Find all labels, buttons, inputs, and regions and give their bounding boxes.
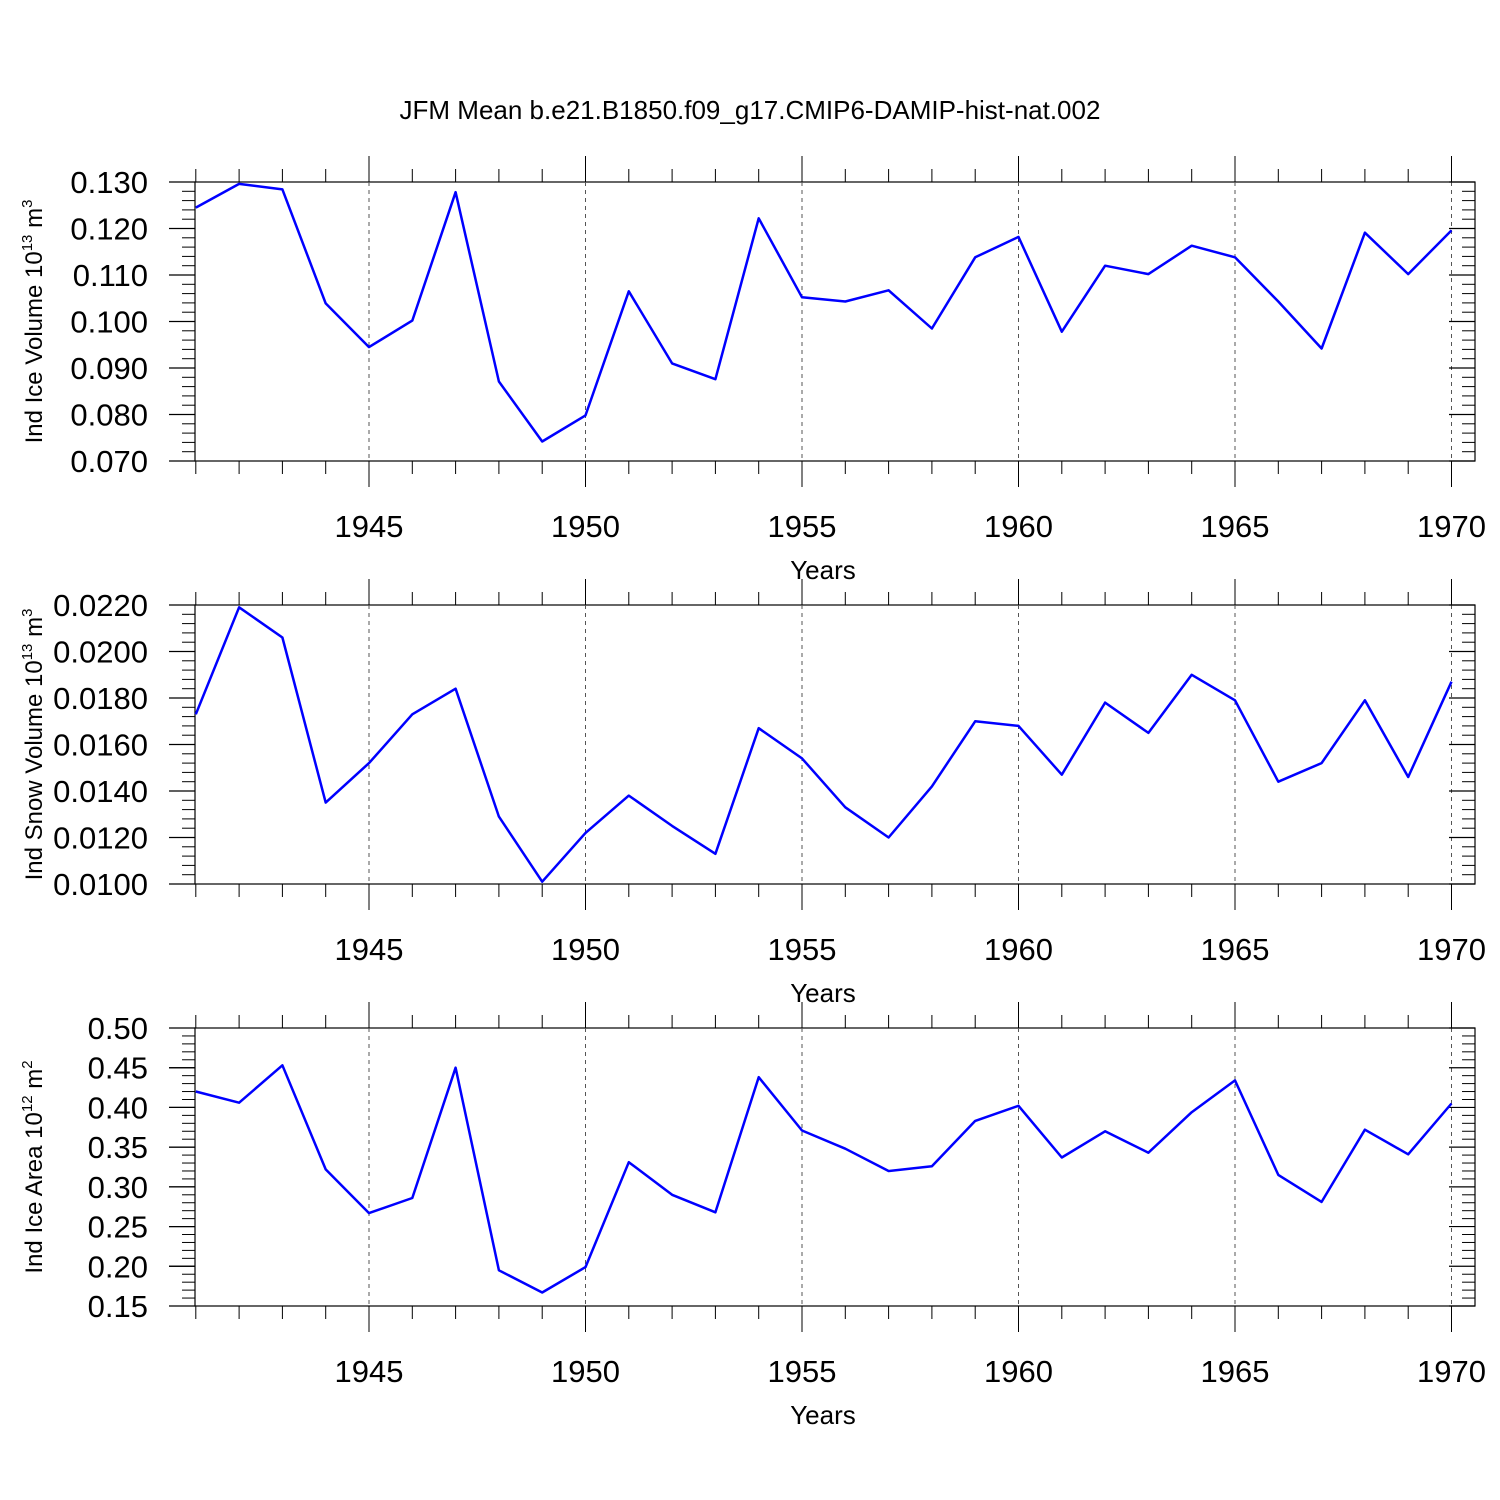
x-tick-label: 1955 [768,1354,837,1389]
x-tick-label: 1960 [984,1354,1053,1389]
y-axis-label-unit: m [21,208,48,235]
x-tick-label: 1945 [335,932,404,967]
plot-frame [194,1027,1476,1307]
y-tick-label: 0.30 [88,1170,148,1205]
chart-panel-3: 1945 1950 1955 1960 1965 1970 Years 0.15 0.20 0.2… [19,1002,1486,1430]
y-tick-label: 0.0200 [53,635,148,670]
y-axis-label: Ind Snow Volume 1013 m3 [19,609,48,881]
x-tick-label: 1955 [768,509,837,544]
y-tick-label: 0.100 [70,305,148,340]
y-tick-label: 0.0220 [53,588,148,623]
x-tick-label: 1945 [335,509,404,544]
series-line-1 [194,606,1453,883]
x-tick-label: 1965 [1201,1354,1270,1389]
y-tick-label: 0.0120 [53,821,148,856]
chart-title: JFM Mean b.e21.B1850.f09_g17.CMIP6-DAMIP… [400,95,1101,125]
x-tick-label: 1970 [1417,509,1486,544]
chart-panel-1: 1945 1950 1955 1960 1965 1970 Years 0.070 0.080 0… [19,156,1486,585]
y-axis-label: Ind Ice Volume 1013 m3 [19,200,48,444]
x-tick-label: 1950 [551,932,620,967]
y-tick-label: 0.080 [70,398,148,433]
y-tick-label: 0.45 [88,1051,148,1086]
x-axis-label: Years [790,978,856,1008]
y-tick-label: 0.0100 [53,867,148,902]
series-line-1 [195,182,1453,443]
y-axis-label-text: Ind Ice Area 10 [21,1112,48,1273]
y-tick-label: 0.0140 [53,774,148,809]
x-tick-label: 1950 [551,509,620,544]
y-tick-label: 0.15 [88,1289,148,1324]
y-tick-label: 0.110 [73,258,148,293]
x-tick-label: 1955 [768,932,837,967]
y-axis-label-unit: m [21,617,48,644]
y-tick-label: 0.0180 [53,681,148,716]
y-tick-label: 0.40 [88,1090,148,1125]
y-tick-label: 0.120 [70,212,148,247]
chart-panel-2: 1945 1950 1955 1960 1965 1970 Years 0.0100 0.012… [19,579,1486,1008]
y-tick-label: 0.070 [70,444,148,479]
y-axis-label-exponent: 12 [19,1095,36,1112]
series-line-1 [195,1064,1453,1294]
y-axis-label-unit: m [21,1069,48,1096]
y-tick-label: 0.25 [88,1210,148,1245]
y-tick-label: 0.50 [88,1011,148,1046]
x-tick-label: 1960 [984,932,1053,967]
x-tick-label: 1960 [984,509,1053,544]
x-axis-label: Years [790,555,856,585]
y-tick-label: 0.090 [70,351,148,386]
y-axis-label-text: Ind Snow Volume 10 [21,660,48,880]
y-tick-label: 0.130 [70,165,148,200]
y-tick-label: 0.35 [88,1130,148,1165]
x-tick-label: 1945 [335,1354,404,1389]
x-axis-label: Years [790,1400,856,1430]
y-axis-label-unit-exponent: 3 [19,609,36,617]
y-axis-label-unit-exponent: 3 [19,200,36,208]
y-axis-label: Ind Ice Area 1012 m2 [19,1060,48,1273]
y-axis-label-exponent: 13 [19,644,36,661]
x-tick-label: 1965 [1201,509,1270,544]
x-tick-label: 1950 [551,1354,620,1389]
y-axis-label-exponent: 13 [19,235,36,252]
x-tick-label: 1970 [1417,1354,1486,1389]
y-tick-label: 0.20 [88,1249,148,1284]
x-tick-label: 1970 [1417,932,1486,967]
x-tick-label: 1965 [1201,932,1270,967]
y-axis-label-unit-exponent: 2 [19,1060,36,1068]
y-axis-label-text: Ind Ice Volume 10 [21,251,48,443]
plot-frame [194,181,1476,462]
y-tick-label: 0.0160 [53,728,148,763]
